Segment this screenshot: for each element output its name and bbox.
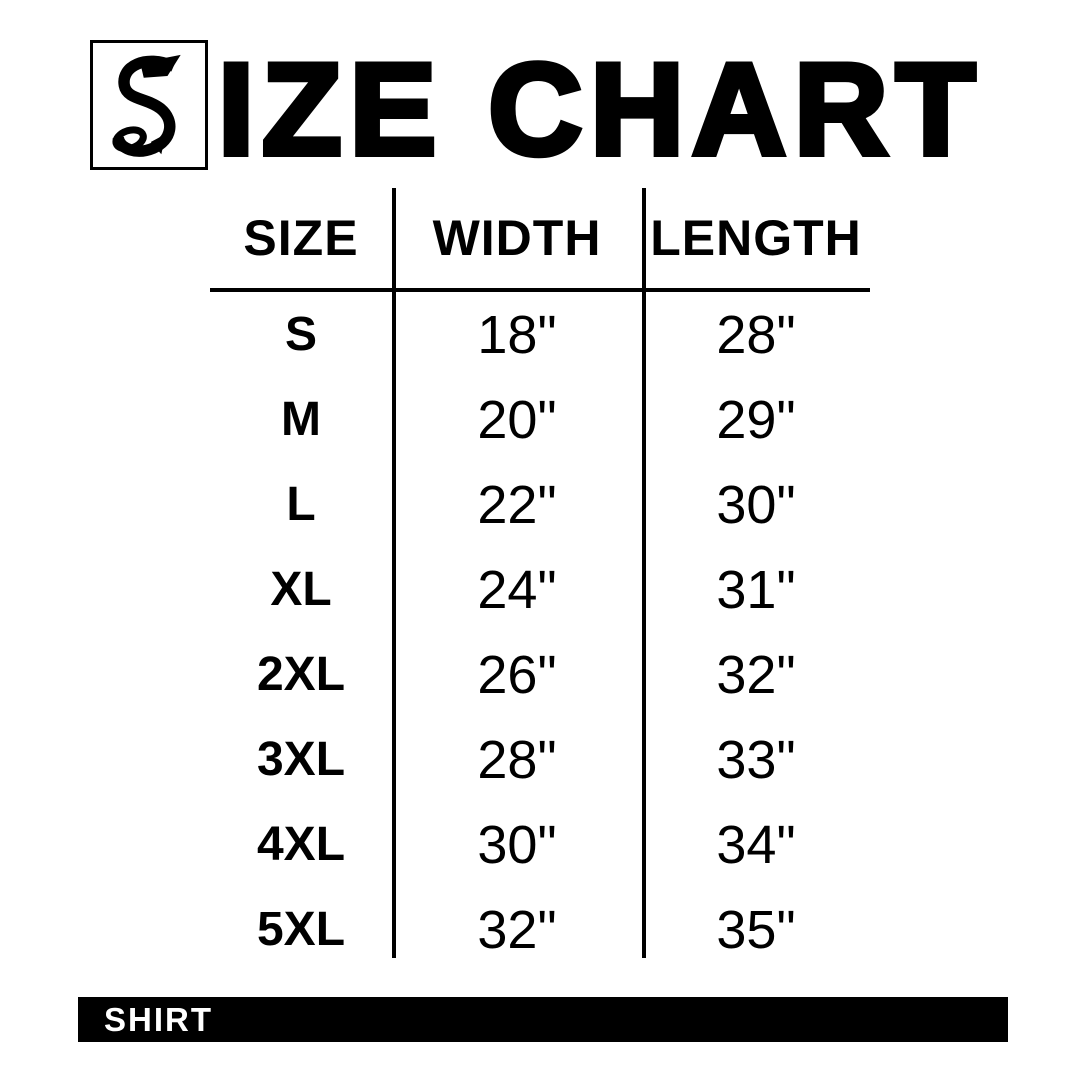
length-cell: 34" — [716, 814, 796, 875]
table-row: S 18" 28" — [210, 292, 870, 377]
footer-bar: SHIRT — [78, 997, 1008, 1042]
width-cell: 20" — [477, 389, 557, 450]
table-header-row: SIZE WIDTH LENGTH — [210, 188, 870, 288]
width-cell: 32" — [477, 899, 557, 960]
size-table: SIZE WIDTH LENGTH S 18" 28" M 20" 29" L … — [210, 188, 870, 972]
table-row: L 22" 30" — [210, 462, 870, 547]
length-cell: 32" — [716, 644, 796, 705]
width-cell: 28" — [477, 729, 557, 790]
size-cell: 5XL — [256, 903, 346, 956]
length-cell: 31" — [716, 559, 796, 620]
size-cell: L — [286, 478, 316, 531]
column-divider — [392, 188, 396, 958]
brand-logo-box — [90, 40, 208, 170]
length-cell: 35" — [716, 899, 796, 960]
page-title-text: IZE CHART — [215, 36, 984, 182]
table-row: 2XL 26" 32" — [210, 632, 870, 717]
header-rule — [210, 288, 870, 292]
length-cell: 28" — [716, 304, 796, 365]
length-cell: 30" — [716, 474, 796, 535]
column-header-length: LENGTH — [650, 210, 862, 266]
table-row: M 20" 29" — [210, 377, 870, 462]
width-cell: 24" — [477, 559, 557, 620]
page-title: IZE CHART — [90, 40, 983, 177]
size-cell: 4XL — [256, 818, 346, 871]
blackletter-s-icon — [112, 54, 181, 157]
width-cell: 22" — [477, 474, 557, 535]
column-header-width: WIDTH — [432, 210, 602, 266]
length-cell: 29" — [716, 389, 796, 450]
width-cell: 30" — [477, 814, 557, 875]
table-row: XL 24" 31" — [210, 547, 870, 632]
length-cell: 33" — [716, 729, 796, 790]
column-header-size: SIZE — [243, 210, 359, 266]
size-cell: 2XL — [256, 648, 346, 701]
table-row: 5XL 32" 35" — [210, 887, 870, 972]
width-cell: 18" — [477, 304, 557, 365]
table-row: 3XL 28" 33" — [210, 717, 870, 802]
size-cell: M — [281, 393, 321, 446]
footer-label: SHIRT — [104, 1000, 213, 1038]
width-cell: 26" — [477, 644, 557, 705]
column-divider — [642, 188, 646, 958]
size-cell: S — [284, 308, 317, 361]
size-cell: XL — [270, 563, 332, 616]
size-cell: 3XL — [256, 733, 346, 786]
table-row: 4XL 30" 34" — [210, 802, 870, 887]
